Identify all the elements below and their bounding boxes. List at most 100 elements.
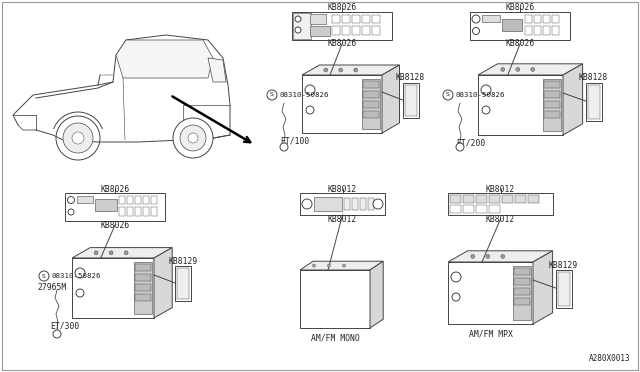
- Text: KB8128: KB8128: [579, 74, 608, 83]
- Text: S: S: [42, 273, 46, 279]
- Text: KB8026: KB8026: [506, 39, 534, 48]
- Circle shape: [75, 268, 85, 278]
- Bar: [404, 85, 417, 116]
- Text: ET/100: ET/100: [280, 137, 309, 145]
- Text: AM/FM MPX: AM/FM MPX: [468, 330, 513, 339]
- Bar: [135, 294, 151, 301]
- Text: KB8026: KB8026: [328, 3, 356, 13]
- Bar: [77, 196, 93, 203]
- Bar: [534, 15, 541, 23]
- Circle shape: [472, 28, 479, 35]
- Bar: [463, 195, 474, 203]
- Bar: [368, 198, 374, 210]
- Circle shape: [482, 106, 490, 114]
- Circle shape: [302, 199, 312, 209]
- Bar: [177, 268, 189, 299]
- Circle shape: [124, 251, 128, 255]
- Circle shape: [280, 143, 288, 151]
- Bar: [151, 196, 157, 204]
- Bar: [528, 195, 539, 203]
- Polygon shape: [300, 270, 370, 328]
- Bar: [332, 26, 340, 35]
- Text: KB8026: KB8026: [506, 3, 534, 13]
- Bar: [543, 79, 561, 131]
- Bar: [342, 26, 350, 35]
- Circle shape: [67, 196, 74, 203]
- Bar: [450, 195, 461, 203]
- Circle shape: [72, 132, 84, 144]
- Text: 27965M: 27965M: [37, 283, 67, 292]
- Bar: [314, 197, 342, 211]
- Bar: [135, 284, 151, 291]
- Text: KB8026: KB8026: [328, 39, 356, 48]
- Bar: [363, 101, 379, 108]
- Bar: [310, 26, 330, 36]
- Polygon shape: [478, 64, 582, 75]
- Bar: [151, 207, 157, 216]
- Bar: [127, 207, 133, 216]
- Bar: [448, 193, 553, 215]
- Bar: [360, 198, 366, 210]
- Bar: [586, 83, 602, 121]
- Polygon shape: [154, 248, 172, 318]
- Text: S: S: [446, 93, 450, 97]
- Bar: [352, 15, 360, 23]
- Bar: [482, 15, 500, 22]
- Circle shape: [373, 199, 383, 209]
- Polygon shape: [448, 262, 533, 324]
- Bar: [476, 205, 487, 213]
- Circle shape: [328, 264, 330, 267]
- Bar: [489, 195, 500, 203]
- Bar: [372, 26, 380, 35]
- Bar: [502, 19, 522, 31]
- Circle shape: [486, 254, 490, 259]
- Polygon shape: [116, 40, 213, 78]
- Bar: [403, 83, 419, 118]
- Bar: [135, 274, 151, 281]
- Bar: [476, 195, 487, 203]
- Text: KB8026: KB8026: [100, 221, 130, 230]
- Bar: [135, 207, 141, 216]
- Circle shape: [39, 271, 49, 281]
- Text: AM/FM MONO: AM/FM MONO: [310, 334, 360, 343]
- Text: KB8129: KB8129: [549, 260, 578, 269]
- Text: A280X0013: A280X0013: [588, 354, 630, 363]
- Bar: [119, 196, 125, 204]
- Circle shape: [306, 106, 314, 114]
- Bar: [119, 207, 125, 216]
- Bar: [292, 12, 392, 40]
- Circle shape: [312, 264, 316, 267]
- Polygon shape: [72, 258, 154, 318]
- Bar: [543, 26, 550, 35]
- Bar: [556, 270, 572, 308]
- Circle shape: [76, 289, 84, 297]
- Bar: [514, 278, 530, 285]
- Circle shape: [94, 251, 98, 255]
- Bar: [470, 12, 570, 40]
- Text: ET/200: ET/200: [456, 138, 485, 148]
- Circle shape: [481, 85, 491, 95]
- Text: ET/300: ET/300: [50, 321, 79, 330]
- Polygon shape: [478, 75, 563, 135]
- Bar: [514, 288, 530, 295]
- Circle shape: [452, 293, 460, 301]
- Polygon shape: [72, 248, 172, 258]
- Bar: [525, 26, 532, 35]
- Circle shape: [188, 133, 198, 143]
- Circle shape: [531, 67, 535, 71]
- Bar: [135, 196, 141, 204]
- Bar: [293, 13, 311, 39]
- Polygon shape: [533, 251, 552, 324]
- Polygon shape: [300, 261, 383, 270]
- Polygon shape: [370, 261, 383, 328]
- Polygon shape: [302, 75, 382, 133]
- Text: KB8128: KB8128: [396, 74, 425, 83]
- Bar: [489, 205, 500, 213]
- Polygon shape: [208, 58, 226, 82]
- Bar: [175, 266, 191, 301]
- Bar: [95, 199, 117, 211]
- Circle shape: [109, 251, 113, 255]
- Bar: [310, 14, 326, 24]
- Bar: [544, 91, 560, 98]
- Polygon shape: [382, 65, 399, 133]
